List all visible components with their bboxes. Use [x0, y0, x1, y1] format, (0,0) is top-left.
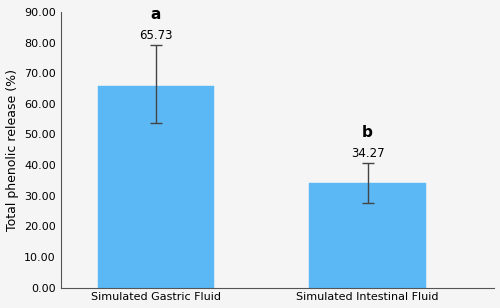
Text: a: a [150, 7, 161, 22]
Text: 65.73: 65.73 [139, 30, 172, 43]
Y-axis label: Total phenolic release (%): Total phenolic release (%) [6, 69, 18, 231]
Bar [310, 183, 426, 288]
Text: b: b [362, 125, 373, 140]
Text: 34.27: 34.27 [350, 147, 384, 160]
Bar [98, 86, 214, 288]
